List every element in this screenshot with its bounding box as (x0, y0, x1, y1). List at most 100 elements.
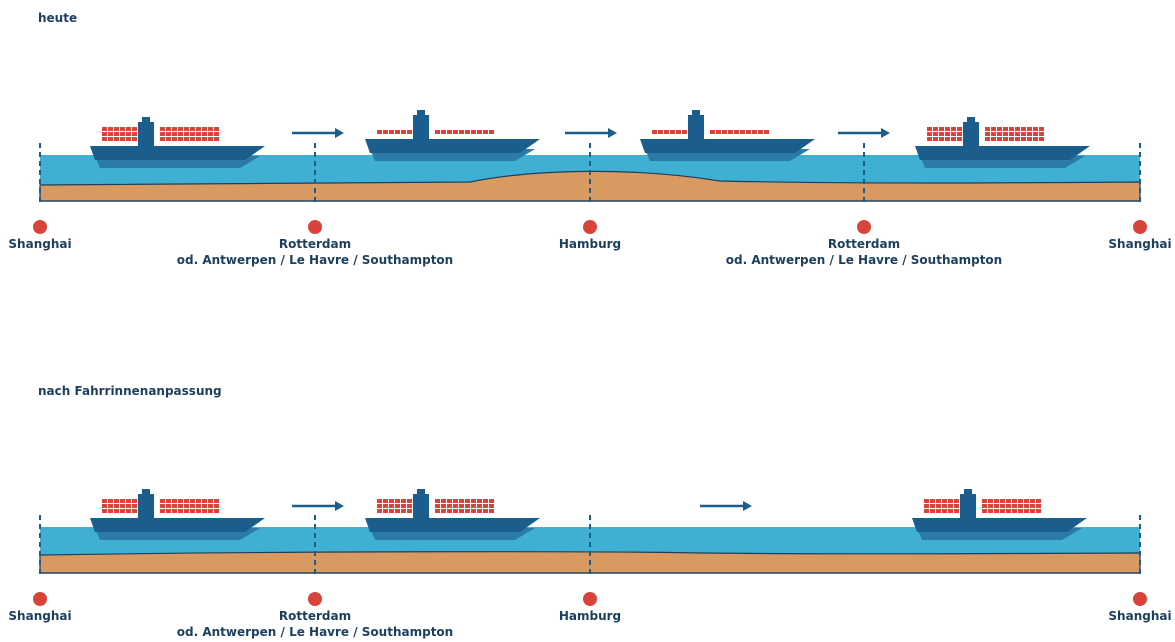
stop-dot (1133, 220, 1147, 234)
container (991, 132, 996, 136)
container (108, 499, 113, 503)
container (160, 504, 165, 508)
container (102, 127, 107, 131)
container (936, 499, 941, 503)
container (1033, 132, 1038, 136)
container (377, 130, 382, 134)
ship-hull (365, 518, 540, 532)
container (997, 137, 1002, 141)
container (465, 499, 470, 503)
container (1027, 127, 1032, 131)
container (190, 127, 195, 131)
container (658, 130, 663, 134)
container (1024, 509, 1029, 513)
container (377, 504, 382, 508)
ship (912, 489, 1087, 540)
ship-bridge (138, 494, 154, 518)
stop-name: Rotterdam (279, 609, 351, 623)
arrow-head (881, 128, 890, 138)
container (1012, 509, 1017, 513)
arrow-head (335, 128, 344, 138)
container (208, 504, 213, 508)
container (477, 499, 482, 503)
container (936, 504, 941, 508)
container (389, 499, 394, 503)
container (160, 137, 165, 141)
container (1009, 132, 1014, 136)
container (184, 509, 189, 513)
container (933, 132, 938, 136)
container (948, 499, 953, 503)
container (196, 137, 201, 141)
container (208, 132, 213, 136)
container (1024, 499, 1029, 503)
container (994, 499, 999, 503)
stop-name: Shanghai (1108, 609, 1171, 623)
ship-bridge (688, 115, 704, 139)
container (435, 499, 440, 503)
container (489, 509, 494, 513)
container (441, 509, 446, 513)
container (1021, 132, 1026, 136)
container (1033, 127, 1038, 131)
stop-name: Shanghai (8, 237, 71, 251)
container (982, 509, 987, 513)
container (453, 130, 458, 134)
container (1039, 137, 1044, 141)
container (178, 132, 183, 136)
container (740, 130, 745, 134)
container (1000, 509, 1005, 513)
container (1030, 504, 1035, 508)
container (1033, 137, 1038, 141)
container (166, 132, 171, 136)
container (988, 499, 993, 503)
container (132, 127, 137, 131)
container (208, 127, 213, 131)
stop-dot (308, 592, 322, 606)
container (1030, 509, 1035, 513)
container (1006, 499, 1011, 503)
stop-dot (857, 220, 871, 234)
container (1039, 132, 1044, 136)
container (126, 132, 131, 136)
container (988, 504, 993, 508)
container (120, 137, 125, 141)
container (991, 127, 996, 131)
container (459, 504, 464, 508)
container (945, 132, 950, 136)
container (1009, 127, 1014, 131)
container (184, 127, 189, 131)
container (1012, 504, 1017, 508)
container (447, 499, 452, 503)
ship-bridge (138, 122, 154, 146)
container (1024, 504, 1029, 508)
ship (640, 110, 815, 161)
container (160, 509, 165, 513)
container (377, 499, 382, 503)
container (202, 499, 207, 503)
container (407, 504, 412, 508)
container (948, 509, 953, 513)
container (114, 132, 119, 136)
container (924, 504, 929, 508)
container (126, 509, 131, 513)
container (985, 137, 990, 141)
container (132, 499, 137, 503)
stop-alternatives: od. Antwerpen / Le Havre / Southampton (726, 253, 1002, 267)
container (160, 127, 165, 131)
ship-mast (417, 489, 425, 495)
container (214, 509, 219, 513)
container (1003, 132, 1008, 136)
container (994, 504, 999, 508)
container (1036, 509, 1041, 513)
container (208, 499, 213, 503)
container (483, 130, 488, 134)
container (184, 137, 189, 141)
stop-name: Shanghai (1108, 237, 1171, 251)
container (927, 137, 932, 141)
ship-hull (915, 146, 1090, 160)
container (435, 504, 440, 508)
ship-mast (142, 117, 150, 123)
container (1018, 509, 1023, 513)
container (407, 130, 412, 134)
